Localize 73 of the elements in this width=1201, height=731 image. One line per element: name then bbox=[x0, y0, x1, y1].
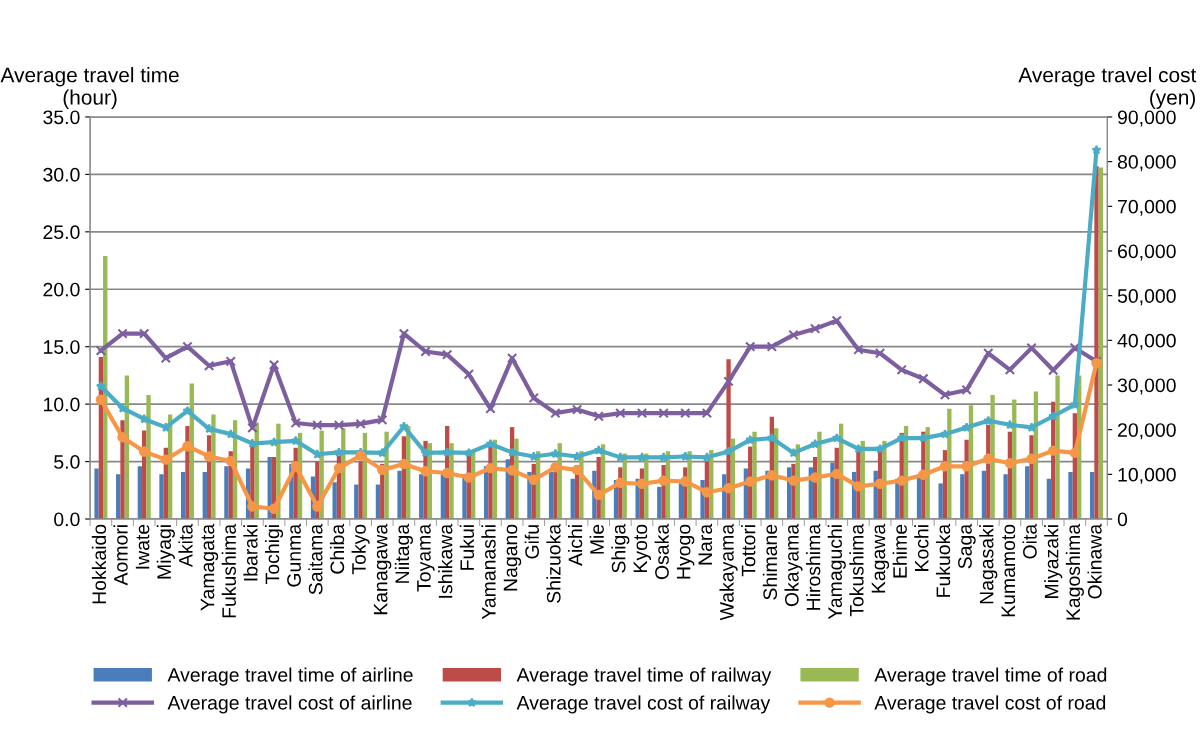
x-tick-label: Gifu bbox=[524, 525, 539, 559]
x-tick-label: Okinawa bbox=[1087, 523, 1102, 599]
x-tick-label: Hyogo bbox=[676, 524, 695, 579]
x-tick-label: Hiroshima bbox=[806, 523, 821, 610]
x-tick-label: Kochi bbox=[914, 525, 929, 571]
x-tick-label: Oita bbox=[1022, 523, 1037, 559]
x-tick-label: Fukui bbox=[459, 525, 475, 570]
y-tick-label: 25.0 bbox=[43, 225, 80, 240]
x-tick-label: Miyagi bbox=[156, 525, 175, 579]
y2-tick-label: 70,000 bbox=[1118, 199, 1176, 216]
x-tick-label: Mie bbox=[589, 524, 604, 554]
y2-tick-label: 80,000 bbox=[1117, 155, 1176, 172]
x-tick-label: Okayama bbox=[784, 523, 803, 607]
y2-tick-label: 90,000 bbox=[1117, 110, 1176, 127]
x-tick-label: Iwate bbox=[135, 524, 150, 569]
y2-axis-title: Average travel cost (yen) bbox=[1018, 67, 1197, 109]
x-tick-label: Hokkaido bbox=[91, 524, 107, 604]
x-tick-label: Gunma bbox=[287, 523, 301, 587]
y-tick-label: 30.0 bbox=[43, 167, 80, 182]
x-tick-label: Fukuoka bbox=[935, 523, 951, 597]
x-tick-label: Yamaguchi bbox=[827, 525, 846, 620]
x-tick-label: Tottori bbox=[741, 525, 756, 577]
y2-tick-label: 50,000 bbox=[1117, 289, 1176, 306]
y-tick-label: 20.0 bbox=[43, 282, 80, 297]
x-tick-label: Kyoto bbox=[633, 524, 652, 572]
x-tick-label: Akita bbox=[178, 523, 193, 568]
x-tick-label: Shizuoka bbox=[546, 523, 561, 603]
x-tick-label: Tochigi bbox=[264, 525, 284, 584]
y2-tick-label: 30,000 bbox=[1117, 378, 1176, 395]
x-tick-label: Toyama bbox=[417, 523, 435, 592]
x-tick-label: Shimane bbox=[762, 524, 778, 600]
x-tick-label: Yamagata bbox=[200, 523, 219, 611]
x-tick-label: Shiga bbox=[611, 523, 630, 573]
x-tick-label: Kumamoto bbox=[1001, 524, 1016, 617]
x-tick-label: Wakayama bbox=[719, 523, 738, 621]
y-axis-title: Average travel time (hour) bbox=[0, 67, 179, 109]
x-tick-label: Nagasaki bbox=[979, 525, 998, 604]
legend-label: Average travel time of road bbox=[874, 667, 1107, 686]
x-tick-label: Saitama bbox=[308, 523, 323, 595]
x-tick-label: Niitaga bbox=[394, 523, 413, 583]
legend-label: Average travel cost of airline bbox=[167, 695, 412, 714]
x-tick-label: Ishikawa bbox=[438, 523, 453, 598]
x-tick-label: Miyazaki bbox=[1044, 525, 1063, 598]
x-tick-label: Chiba bbox=[329, 523, 345, 574]
x-tick-label: Saga bbox=[958, 523, 976, 569]
y2-tick-label: 0 bbox=[1117, 512, 1128, 527]
y-tick-label: 0.0 bbox=[54, 512, 80, 527]
x-tick-label: Aichi bbox=[567, 525, 583, 566]
y2-tick-label: 40,000 bbox=[1117, 333, 1176, 350]
x-tick-label: Kagawa bbox=[871, 523, 890, 593]
x-tick-label: Fukushima bbox=[221, 523, 236, 618]
y-tick-label: 10.0 bbox=[43, 397, 80, 412]
y2-tick-label: 20,000 bbox=[1118, 423, 1176, 440]
y-tick-label: 35.0 bbox=[43, 110, 80, 125]
y-tick-label: 5.0 bbox=[54, 455, 80, 469]
x-tick-label: Osaka bbox=[654, 523, 669, 580]
x-tick-label: Tokushima bbox=[849, 523, 864, 617]
x-tick-label: Kagoshima bbox=[1065, 523, 1084, 620]
x-tick-label: Nara bbox=[698, 523, 713, 565]
x-tick-label: Nagano bbox=[503, 524, 522, 591]
legend-label: Average travel time of railway bbox=[516, 667, 772, 686]
legend-label: Average travel cost of road bbox=[874, 695, 1106, 714]
x-tick-label: Ibaraki bbox=[243, 525, 258, 581]
y-tick-label: 15.0 bbox=[43, 340, 80, 354]
legend-label: Average travel cost of railway bbox=[516, 695, 771, 714]
x-tick-label: Yamanashi bbox=[481, 525, 496, 620]
x-tick-label: Kanagawa bbox=[373, 523, 392, 615]
x-tick-label: Tokyo bbox=[351, 524, 370, 575]
legend-label: Average travel time of airline bbox=[167, 667, 413, 686]
y2-tick-label: 10,000 bbox=[1118, 467, 1176, 484]
x-tick-label: Ehime bbox=[892, 524, 907, 578]
x-tick-label: Aomori bbox=[113, 525, 128, 586]
y2-tick-label: 60,000 bbox=[1118, 244, 1176, 261]
